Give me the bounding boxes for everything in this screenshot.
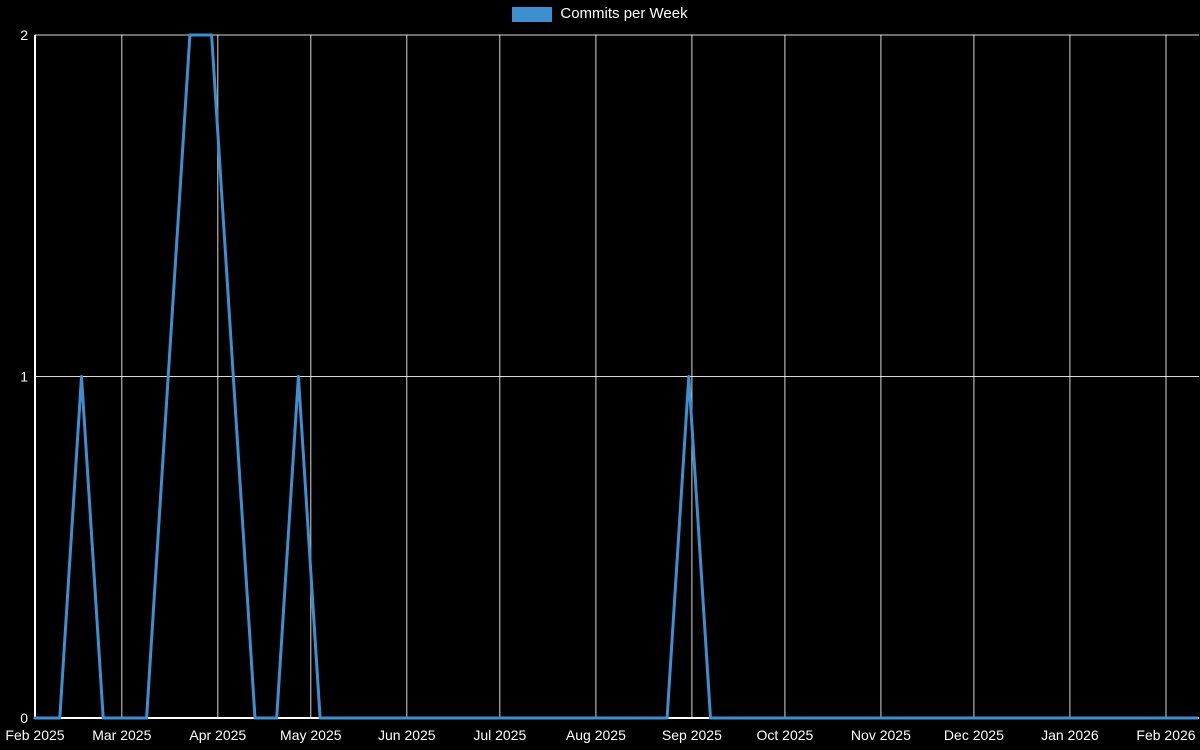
x-tick-label: Oct 2025 xyxy=(756,727,813,743)
legend-label: Commits per Week xyxy=(560,5,688,22)
series-line-0 xyxy=(33,33,1199,720)
x-tick-label: Apr 2025 xyxy=(189,727,246,743)
legend-item-commits-per-week[interactable]: Commits per Week xyxy=(512,5,688,22)
x-tick-label: Dec 2025 xyxy=(944,727,1004,743)
x-tick-label: Jul 2025 xyxy=(473,727,526,743)
x-tick-label: Feb 2025 xyxy=(5,727,64,743)
x-tick-label: Mar 2025 xyxy=(92,727,151,743)
y-tick-label: 1 xyxy=(20,369,28,385)
chart-legend: Commits per Week xyxy=(0,6,1200,22)
x-tick-label: Sep 2025 xyxy=(662,727,722,743)
x-tick-label: Aug 2025 xyxy=(566,727,626,743)
x-tick-label: Jun 2025 xyxy=(378,727,436,743)
y-tick-label: 0 xyxy=(20,710,28,726)
axis-tick-labels: Feb 2025 Mar 2025 Apr 2025 May 2025 Jun 2025… xyxy=(5,27,1195,743)
x-tick-label: Nov 2025 xyxy=(851,727,911,743)
y-tick-label: 2 xyxy=(20,27,28,43)
x-tick-label: May 2025 xyxy=(280,727,342,743)
legend-swatch xyxy=(512,6,553,22)
gridlines xyxy=(34,34,1199,719)
x-tick-label: Feb 2026 xyxy=(1136,727,1195,743)
x-tick-label: Jan 2026 xyxy=(1041,727,1099,743)
